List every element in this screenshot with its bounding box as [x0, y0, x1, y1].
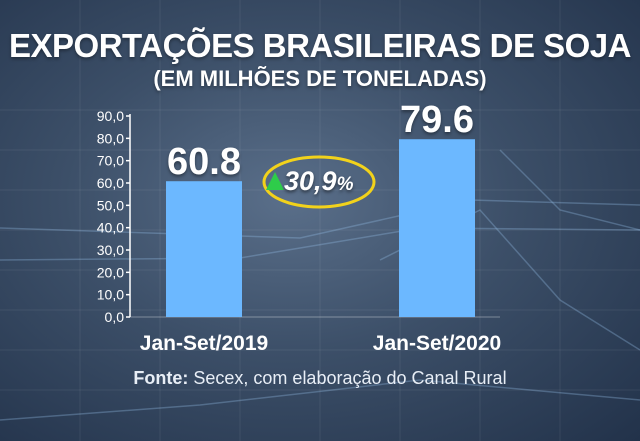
source-text: Secex, com elaboração do Canal Rural [188, 368, 507, 388]
y-tick-label: 0,0 [105, 309, 125, 325]
bar [399, 139, 475, 317]
x-category-label: Jan-Set/2019 [140, 332, 268, 355]
chart-subtitle: (EM MILHÕES DE TONELADAS) [153, 66, 487, 91]
y-tick-label: 20,0 [97, 264, 124, 280]
y-tick-label: 60,0 [97, 175, 124, 191]
y-tick-label: 80,0 [97, 130, 124, 146]
arrow-up-icon [266, 172, 284, 190]
source-label: Fonte: [133, 368, 189, 388]
bar-value-label: 79.6 [400, 99, 474, 141]
source-note: Fonte: Secex, com elaboração do Canal Ru… [0, 368, 640, 389]
y-tick-label: 40,0 [97, 220, 124, 236]
growth-value: 30,9 [284, 166, 337, 196]
y-tick-label: 90,0 [97, 108, 124, 124]
growth-value-label: 30,9% [284, 166, 353, 197]
bar [166, 181, 242, 317]
y-tick-label: 30,0 [97, 242, 124, 258]
growth-annotation: 30,9% [260, 153, 378, 211]
y-tick-label: 10,0 [97, 287, 124, 303]
bar-value-label: 60.8 [167, 141, 241, 183]
growth-unit: % [336, 174, 354, 195]
chart-title: EXPORTAÇÕES BRASILEIRAS DE SOJA [9, 27, 632, 64]
x-category-label: Jan-Set/2020 [373, 332, 501, 355]
y-tick-label: 50,0 [97, 197, 124, 213]
highlight-ring [262, 155, 376, 209]
y-tick-label: 70,0 [97, 153, 124, 169]
